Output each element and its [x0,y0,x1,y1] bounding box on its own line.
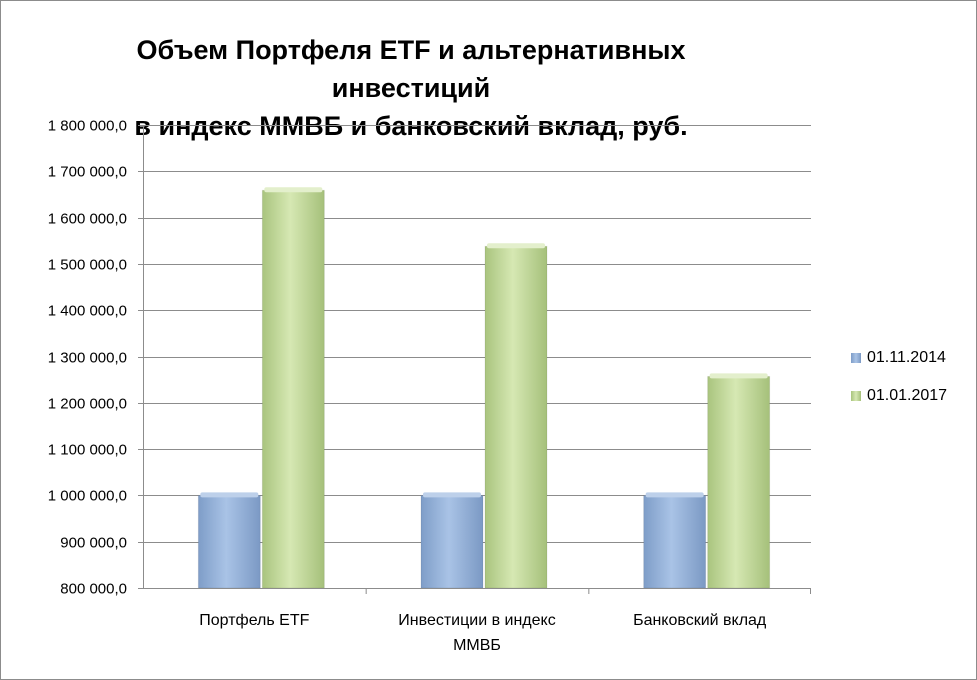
x-category-label: ММВБ [453,637,501,654]
bar-1-1 [197,494,261,589]
x-category-label: Инвестиции в индекс [398,612,555,629]
legend-swatch-series-1 [851,353,861,363]
bar-top-2-1 [264,187,323,193]
legend: 01.11.2014 01.01.2017 [851,348,947,424]
y-tick-label: 1 700 000,0 [48,164,127,181]
y-tick-label: 1 300 000,0 [48,350,127,367]
bar-1-2 [420,494,484,589]
chart-title-line-1: Объем Портфеля ETF и альтернативных инве… [136,35,686,103]
legend-swatch-series-2 [851,391,861,401]
y-tick-label: 1 200 000,0 [48,396,127,413]
bar-top-2-3 [709,373,768,379]
bar-top-1-2 [423,492,481,498]
bar-2-1 [261,189,325,589]
y-tick-label: 1 100 000,0 [48,442,127,459]
bar-2-2 [484,245,548,589]
legend-item-series-1: 01.11.2014 [851,348,947,368]
y-tick-label: 900 000,0 [60,535,127,552]
legend-label-series-1: 01.11.2014 [867,349,946,366]
bar-2-3 [707,375,771,589]
legend-label-series-2: 01.01.2017 [867,387,948,404]
y-tick-label: 800 000,0 [60,581,127,598]
x-category-label: Банковский вклад [633,612,767,629]
x-category-label: Портфель ETF [199,612,309,629]
bar-top-1-1 [200,492,259,498]
y-tick-label: 1 800 000,0 [48,118,127,135]
y-tick-label: 1 500 000,0 [48,257,127,274]
bar-1-3 [643,494,707,589]
y-tick-label: 1 400 000,0 [48,303,127,320]
legend-item-series-2: 01.01.2017 [851,386,947,406]
y-tick-label: 1 600 000,0 [48,211,127,228]
bar-top-1-3 [645,492,704,498]
y-tick-label: 1 000 000,0 [48,488,127,505]
bar-top-2-2 [487,243,545,249]
